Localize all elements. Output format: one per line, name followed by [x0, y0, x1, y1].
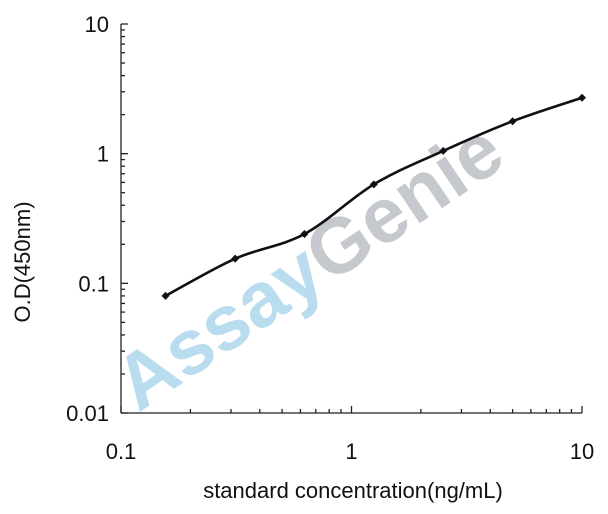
x-tick-label: 0.1: [106, 439, 137, 464]
y-tick-label: 0.1: [78, 271, 109, 296]
watermark: AssayGenie: [99, 104, 518, 427]
data-point: [439, 146, 448, 155]
y-axis-title: O.D(450nm): [10, 201, 35, 322]
series: [161, 93, 586, 300]
y-tick-label: 10: [85, 12, 109, 37]
data-point: [578, 93, 586, 102]
data-point: [231, 254, 240, 263]
data-point: [161, 291, 170, 300]
watermark-text: AssayGenie: [99, 104, 518, 427]
data-point: [369, 180, 378, 189]
y-tick-label: 0.01: [66, 401, 109, 426]
x-tick-label: 1: [345, 439, 357, 464]
watermark-assay: Assay: [99, 226, 339, 427]
x-axis-title: standard concentration(ng/mL): [203, 478, 503, 503]
x-tick-label: 10: [570, 439, 594, 464]
y-tick-label: 1: [97, 142, 109, 167]
data-point: [300, 230, 309, 239]
axes: 10 1 0.1 0.01 0.1 1 10: [66, 12, 594, 464]
data-point: [508, 117, 517, 126]
